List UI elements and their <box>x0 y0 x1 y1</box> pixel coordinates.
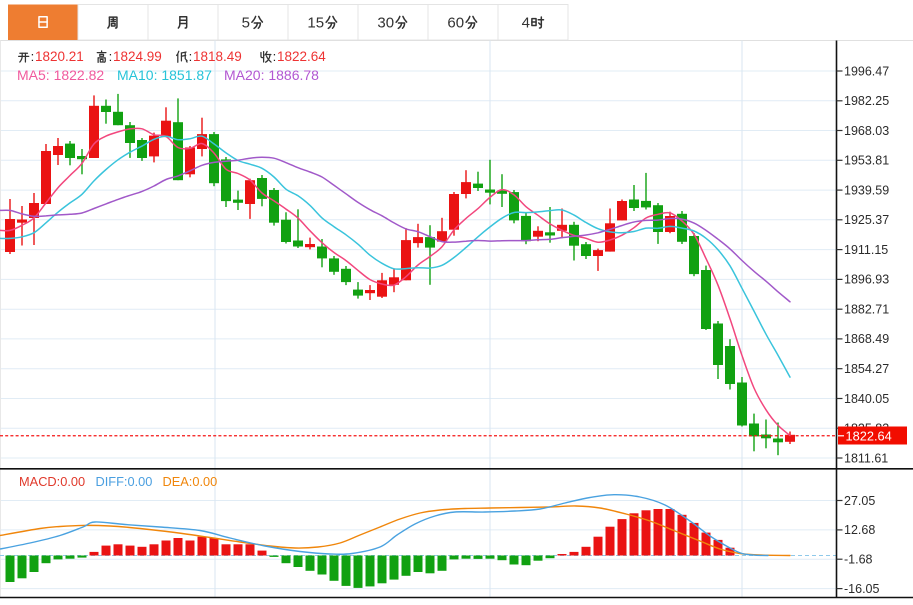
svg-text::: : <box>109 49 113 64</box>
svg-text:1882.71: 1882.71 <box>844 303 889 317</box>
svg-text:4: 4 <box>522 15 530 32</box>
svg-text:1939.59: 1939.59 <box>844 183 889 197</box>
svg-text:1996.47: 1996.47 <box>844 64 889 78</box>
svg-text:DEA:0.00: DEA:0.00 <box>163 474 218 489</box>
svg-text:1820.21: 1820.21 <box>35 49 84 64</box>
svg-text:MA10: 1851.87: MA10: 1851.87 <box>117 67 212 83</box>
svg-text:1822.64: 1822.64 <box>277 49 326 64</box>
svg-text:1868.49: 1868.49 <box>844 332 889 346</box>
svg-text:60: 60 <box>447 15 464 32</box>
svg-text:1818.49: 1818.49 <box>193 49 242 64</box>
svg-text:5: 5 <box>242 15 250 32</box>
svg-text:1824.99: 1824.99 <box>113 49 162 64</box>
svg-text:1896.93: 1896.93 <box>844 273 889 287</box>
svg-text:1968.03: 1968.03 <box>844 124 889 138</box>
svg-text:DIFF:0.00: DIFF:0.00 <box>96 474 153 489</box>
svg-text:-16.05: -16.05 <box>844 582 879 596</box>
svg-text:MACD:0.00: MACD:0.00 <box>19 474 85 489</box>
svg-text:-1.68: -1.68 <box>844 553 873 567</box>
svg-text:15: 15 <box>307 15 324 32</box>
svg-text::: : <box>31 49 35 64</box>
svg-text:MA20: 1886.78: MA20: 1886.78 <box>224 67 319 83</box>
svg-text:1854.27: 1854.27 <box>844 362 889 376</box>
svg-text:1822.64: 1822.64 <box>846 428 892 443</box>
svg-text:MA5: 1822.82: MA5: 1822.82 <box>17 67 104 83</box>
svg-text:1925.37: 1925.37 <box>844 213 889 227</box>
svg-text:1953.81: 1953.81 <box>844 154 889 168</box>
svg-text:1811.61: 1811.61 <box>844 451 888 465</box>
svg-text::: : <box>273 49 277 64</box>
svg-text:12.68: 12.68 <box>844 523 875 537</box>
svg-text:1840.05: 1840.05 <box>844 392 889 406</box>
svg-text:1982.25: 1982.25 <box>844 94 889 108</box>
svg-text::: : <box>189 49 193 64</box>
svg-text:30: 30 <box>377 15 394 32</box>
svg-text:1911.15: 1911.15 <box>844 243 888 257</box>
svg-text:27.05: 27.05 <box>844 494 875 508</box>
